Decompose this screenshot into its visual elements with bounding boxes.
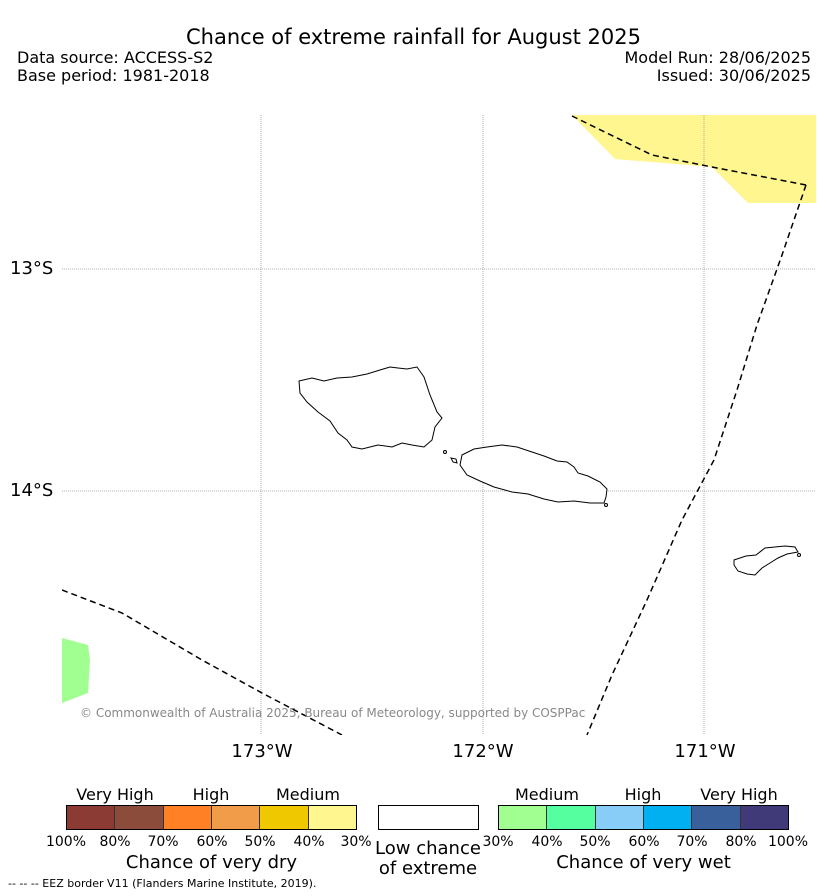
- dry-tick-40: 40%: [293, 834, 325, 850]
- dry-swatch-3: [163, 806, 212, 829]
- upolu-island: [459, 444, 608, 504]
- copyright-notice: © Commonwealth of Australia 2025, Bureau…: [80, 706, 586, 720]
- wet-colorbar: [498, 805, 789, 830]
- dry-swatch-1: [67, 806, 116, 829]
- wet-category-high: High: [624, 785, 662, 804]
- lon-label-171w: 171°W: [674, 741, 736, 762]
- data-source: Data source: ACCESS-S2: [17, 48, 214, 67]
- low-chance-label-2: of extreme: [378, 858, 478, 879]
- dry-medium-region: [572, 115, 816, 203]
- low-chance-label-1: Low chance: [375, 838, 481, 859]
- dry-tick-100: 100%: [45, 834, 87, 850]
- wet-swatch-5: [692, 806, 741, 829]
- dry-category-medium: Medium: [276, 785, 340, 804]
- eez-footnote: -- -- -- EEZ border V11 (Flanders Marine…: [8, 877, 317, 890]
- wet-category-medium: Medium: [515, 785, 579, 804]
- lat-label-13s: 13°S: [10, 258, 54, 279]
- eez-border: [62, 115, 807, 735]
- wet-swatch-6: [740, 806, 788, 829]
- dry-swatch-2: [115, 806, 164, 829]
- aunuu-island: [797, 553, 801, 557]
- wet-tick-40: 40%: [531, 834, 563, 850]
- savaii-island: [298, 366, 443, 450]
- wet-tick-80: 80%: [725, 834, 757, 850]
- base-period: Base period: 1981-2018: [17, 66, 210, 85]
- manono-island: [443, 450, 447, 454]
- low-chance-swatch: [378, 805, 479, 830]
- wet-swatch-2: [547, 806, 596, 829]
- wet-tick-100: 100%: [767, 834, 809, 850]
- dry-tick-50: 50%: [244, 834, 276, 850]
- wet-legend-title: Chance of very wet: [556, 852, 731, 873]
- apolima-island: [450, 457, 458, 464]
- dry-swatch-5: [260, 806, 309, 829]
- dry-colorbar: [66, 805, 357, 830]
- dry-tick-30: 30%: [340, 834, 372, 850]
- model-run: Model Run: 28/06/2025: [624, 48, 812, 67]
- lon-label-173w: 173°W: [231, 741, 293, 762]
- lon-label-172w: 172°W: [452, 741, 514, 762]
- wet-swatch-4: [643, 806, 693, 829]
- gridlines: [62, 115, 816, 735]
- issued-date: Issued: 30/06/2025: [656, 66, 811, 85]
- dry-category-very-high: Very High: [76, 785, 154, 804]
- lat-label-14s: 14°S: [10, 480, 54, 501]
- wet-tick-70: 70%: [676, 834, 708, 850]
- wet-medium-region: [62, 638, 90, 703]
- dry-swatch-4: [211, 806, 261, 829]
- nuutele-island: [604, 503, 608, 507]
- dry-tick-70: 70%: [147, 834, 179, 850]
- wet-tick-60: 60%: [628, 834, 660, 850]
- wet-swatch-1: [499, 806, 548, 829]
- dry-category-high: High: [192, 785, 230, 804]
- wet-swatch-3: [595, 806, 644, 829]
- wet-tick-50: 50%: [579, 834, 611, 850]
- wet-category-very-high: Very High: [700, 785, 778, 804]
- tutuila-island: [733, 545, 799, 576]
- page-title: Chance of extreme rainfall for August 20…: [186, 25, 641, 49]
- dry-legend-title: Chance of very dry: [125, 852, 298, 873]
- dry-tick-60: 60%: [196, 834, 228, 850]
- map-canvas: [62, 115, 816, 735]
- wet-tick-30: 30%: [482, 834, 514, 850]
- dry-tick-80: 80%: [99, 834, 131, 850]
- dry-swatch-6: [308, 806, 356, 829]
